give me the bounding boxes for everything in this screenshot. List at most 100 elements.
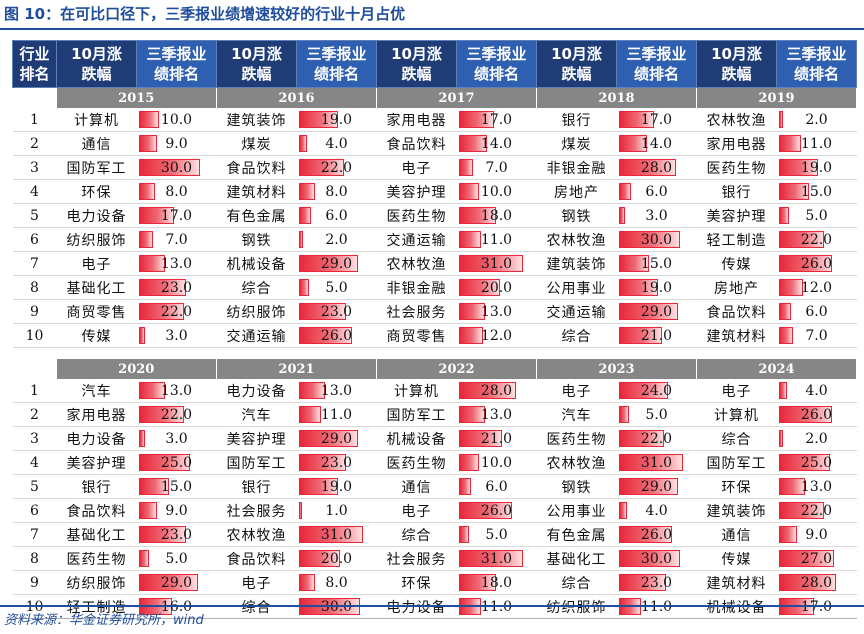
perf-rank-bar	[458, 550, 523, 567]
perf-rank-value: 13.0	[160, 382, 193, 399]
perf-rank-cell: 3.0	[616, 203, 697, 228]
industry-cell: 有色金属	[536, 522, 617, 547]
perf-rank-cell: 30.0	[616, 227, 697, 252]
perf-rank-bar	[618, 502, 627, 519]
perf-rank-value: 6.0	[325, 207, 348, 224]
perf-rank-bar	[138, 255, 166, 272]
perf-rank-value: 20.0	[480, 279, 513, 296]
perf-rank-bar	[138, 207, 174, 224]
rank-cell: 5	[12, 203, 57, 228]
perf-rank-cell: 10.0	[136, 108, 217, 132]
perf-rank-value: 25.0	[800, 454, 833, 471]
industry-cell: 建筑材料	[696, 570, 777, 595]
perf-rank-cell: 25.0	[776, 450, 857, 475]
table-row: 6 纺织服饰 7.0 钢铁 2.0 交通运输 11.0 农林牧渔 30.0 轻工制造 22.0	[12, 227, 857, 252]
perf-rank-bar	[618, 526, 673, 543]
perf-rank-bar	[138, 231, 153, 248]
industry-header-label: 10月涨跌幅	[391, 45, 442, 83]
perf-rank-cell: 2.0	[776, 108, 857, 132]
industry-cell: 纺织服饰	[56, 227, 137, 252]
perf-rank-bar	[458, 406, 486, 423]
perf-rank-value: 31.0	[640, 454, 673, 471]
perf-rank-value: 4.0	[325, 135, 348, 152]
perf-rank-value: 2.0	[805, 111, 828, 128]
rank-header-label: 行业 排名	[19, 45, 50, 83]
perf-rank-value: 19.0	[320, 478, 353, 495]
year-row-spacer	[12, 359, 57, 379]
perf-rank-cell: 14.0	[456, 131, 537, 156]
year-label: 2020	[56, 359, 217, 379]
top-rule	[0, 28, 864, 30]
perf-rank-bar	[618, 231, 681, 248]
industry-cell: 综合	[536, 570, 617, 595]
perf-rank-value: 26.0	[800, 406, 833, 423]
perf-rank-bar	[458, 430, 502, 447]
perf-rank-value: 4.0	[805, 382, 828, 399]
perf-rank-value: 15.0	[160, 478, 193, 495]
perf-rank-bar	[458, 327, 484, 344]
perf-rank-bar	[618, 135, 648, 152]
perf-rank-value: 31.0	[320, 526, 353, 543]
industry-cell: 农林牧渔	[696, 108, 777, 132]
perf-rank-value: 6.0	[485, 478, 508, 495]
perf-rank-bar	[298, 255, 359, 272]
table-row: 7 基础化工 23.0 农林牧渔 31.0 综合 5.0 有色金属 26.0 通信 9.0	[12, 522, 857, 547]
industry-cell: 基础化工	[536, 546, 617, 571]
rank-cell: 10	[12, 323, 57, 348]
perf-rank-cell: 23.0	[296, 450, 377, 475]
perf-rank-bar	[458, 574, 496, 591]
perf-rank-value: 22.0	[320, 159, 353, 176]
perf-rank-value: 5.0	[325, 279, 348, 296]
industry-ranking-table: 行业 排名 10月涨跌幅 三季报业绩排名 10月涨跌幅 三季报业绩排名 10月涨跌幅 三季报…	[12, 40, 857, 619]
perf-rank-value: 15.0	[800, 183, 833, 200]
table-row: 8 医药生物 5.0 食品饮料 20.0 社会服务 31.0 基础化工 30.0 传媒 27.0	[12, 546, 857, 571]
perf-rank-bar	[138, 327, 145, 344]
perf-rank-value: 7.0	[805, 327, 828, 344]
perf-rank-cell: 10.0	[456, 179, 537, 204]
perf-rank-cell: 31.0	[456, 546, 537, 571]
industry-cell: 建筑材料	[216, 179, 297, 204]
perf-rank-value: 19.0	[320, 111, 353, 128]
perf-rank-cell: 29.0	[136, 570, 217, 595]
perf-rank-value: 8.0	[325, 574, 348, 591]
perf-rank-cell: 11.0	[296, 402, 377, 427]
rank-cell: 8	[12, 546, 57, 571]
perf-rank-value: 10.0	[160, 111, 193, 128]
perf-rank-value: 4.0	[645, 502, 668, 519]
perf-rank-value: 30.0	[160, 159, 193, 176]
perf-rank-value: 17.0	[640, 111, 673, 128]
perf-rank-bar	[298, 478, 338, 495]
perf-rank-cell: 13.0	[296, 379, 377, 403]
table-row: 8 基础化工 23.0 综合 5.0 非银金融 20.0 公用事业 19.0 房地产 12.0	[12, 275, 857, 300]
perf-rank-value: 23.0	[320, 303, 353, 320]
figure-title: 图 10：在可比口径下，三季报业绩增速较好的行业十月占优	[4, 5, 406, 23]
industry-cell: 国防军工	[56, 155, 137, 180]
perf-rank-value: 26.0	[640, 526, 673, 543]
industry-cell: 机械设备	[216, 251, 297, 276]
industry-cell: 银行	[536, 108, 617, 132]
perf-rank-value: 5.0	[485, 526, 508, 543]
table-row: 6 食品饮料 9.0 社会服务 1.0 电子 26.0 公用事业 4.0 建筑装饰 22.0	[12, 498, 857, 523]
perf-rank-bar	[298, 207, 311, 224]
table-row: 9 商贸零售 22.0 纺织服饰 23.0 社会服务 13.0 交通运输 29.0 食品饮料 6.0	[12, 299, 857, 324]
perf-rank-cell: 9.0	[136, 498, 217, 523]
perf-rank-value: 25.0	[160, 454, 193, 471]
industry-cell: 交通运输	[536, 299, 617, 324]
perf-rank-header: 三季报业绩排名	[136, 40, 217, 88]
perf-rank-bar	[458, 183, 480, 200]
perf-rank-cell: 22.0	[296, 155, 377, 180]
perf-rank-cell: 25.0	[136, 450, 217, 475]
perf-rank-bar	[138, 574, 199, 591]
perf-rank-header: 三季报业绩排名	[616, 40, 697, 88]
industry-cell: 综合	[216, 275, 297, 300]
perf-rank-cell: 15.0	[136, 474, 217, 499]
industry-cell: 医药生物	[696, 155, 777, 180]
perf-rank-bar	[458, 255, 523, 272]
perf-rank-cell: 19.0	[296, 474, 377, 499]
perf-rank-cell: 12.0	[776, 275, 857, 300]
perf-rank-value: 28.0	[800, 574, 833, 591]
perf-rank-value: 27.0	[800, 550, 833, 567]
perf-rank-value: 28.0	[480, 382, 513, 399]
industry-cell: 国防军工	[696, 450, 777, 475]
industry-cell: 商贸零售	[376, 323, 457, 348]
